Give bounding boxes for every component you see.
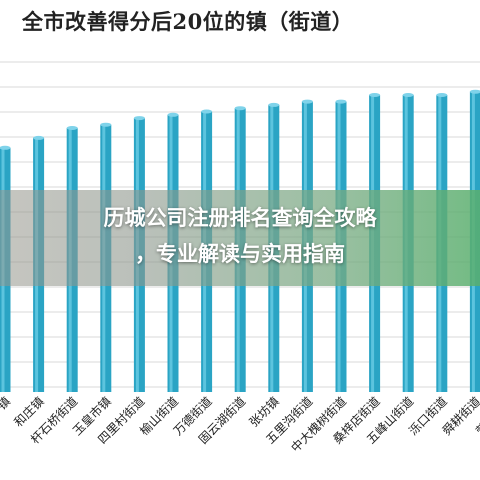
bar-cap — [268, 102, 280, 107]
bar-cap — [335, 99, 347, 104]
bar-cap — [167, 112, 179, 117]
chart-title: 全市改善得分后20位的镇（街道） — [22, 9, 354, 34]
bar-cap — [469, 89, 480, 94]
banner-headline: 历城公司注册排名查询全攻略 — [103, 206, 377, 230]
banner-subline: ，专业解读与实用指南 — [135, 242, 345, 266]
bar-cap — [133, 116, 145, 121]
bar-cap — [436, 93, 448, 97]
bar-cap — [66, 126, 78, 130]
bar-cap — [369, 93, 381, 97]
bar-cap — [0, 145, 11, 150]
bar-cap — [201, 109, 213, 114]
overlay-banner: 历城公司注册排名查询全攻略 ，专业解读与实用指南 — [0, 190, 480, 286]
bar-cap — [33, 135, 45, 140]
x-tick-labels: 镇和庄镇杆石桥街道玉皇市镇四里村街道榆山街道万德街道固云湖街道张坊镇五里沟街道中… — [0, 394, 480, 456]
x-tick-label: 镇 — [0, 394, 13, 412]
bar-cap — [301, 99, 313, 104]
bar-cap — [100, 122, 112, 127]
bar-cap — [234, 106, 246, 111]
bar-cap — [402, 93, 414, 97]
